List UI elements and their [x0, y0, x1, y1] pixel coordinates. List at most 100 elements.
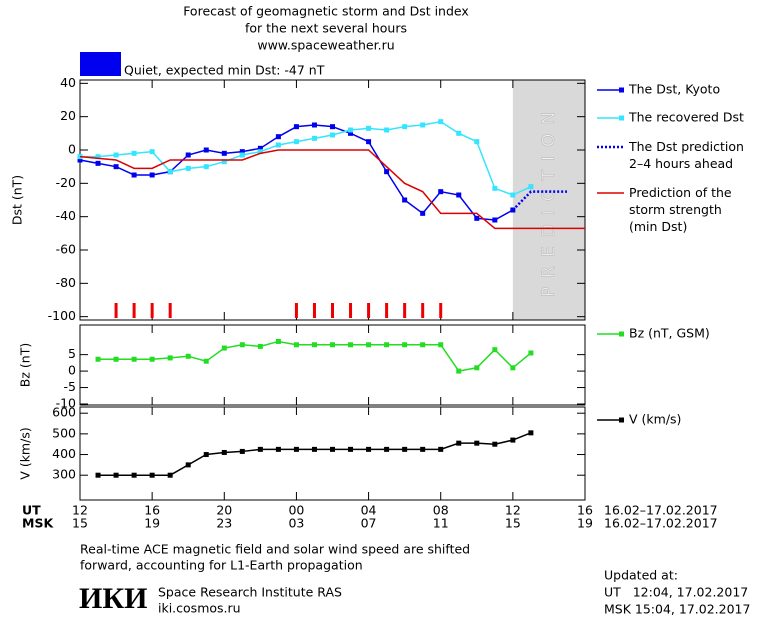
y-tick-label: 5	[68, 346, 76, 361]
data-point	[438, 342, 444, 348]
x-tick-label: 16	[144, 503, 160, 518]
data-point	[492, 185, 498, 191]
updated-ut: UT 12:04, 17.02.2017	[604, 585, 748, 600]
data-point	[330, 132, 335, 138]
data-point	[456, 368, 462, 374]
y-tick-label: -5	[64, 379, 76, 394]
x-tick-label: 12	[72, 503, 88, 518]
data-point	[203, 147, 209, 153]
data-point	[239, 448, 245, 454]
x-tick-label: 19	[577, 516, 593, 531]
x-tick-label: 12	[505, 503, 521, 518]
y-tick-label: -100	[48, 308, 76, 323]
y-tick-label: 40	[60, 75, 76, 90]
data-point	[348, 342, 354, 348]
data-point	[77, 157, 83, 163]
x-tick-label: 04	[361, 503, 377, 518]
y-tick-label: -80	[56, 275, 76, 290]
event-mark	[132, 303, 136, 318]
data-point	[438, 446, 444, 452]
legend-marker	[619, 331, 624, 337]
data-point	[528, 184, 534, 190]
data-point	[366, 125, 372, 131]
data-point	[203, 358, 209, 364]
data-point	[257, 343, 263, 349]
event-mark	[294, 303, 298, 318]
series-line	[98, 432, 532, 476]
data-point	[384, 446, 390, 452]
data-point	[311, 135, 317, 141]
y-tick-label: 500	[52, 425, 76, 440]
data-point	[113, 152, 119, 158]
y-tick-label: -20	[56, 175, 76, 190]
y-tick-label: -10	[56, 396, 76, 411]
legend-marker	[619, 87, 624, 93]
legend-marker	[619, 417, 624, 423]
data-point	[438, 119, 444, 125]
data-point	[366, 342, 372, 348]
data-point	[510, 437, 516, 443]
x-tick-label: 19	[144, 516, 160, 531]
title-line: www.spaceweather.ru	[257, 38, 394, 53]
data-point	[402, 342, 408, 348]
note-line: Real-time ACE magnetic field and solar w…	[80, 542, 470, 557]
data-point	[113, 164, 119, 170]
data-point	[203, 164, 209, 170]
y-tick-label: 300	[52, 467, 76, 482]
status-text: Quiet, expected min Dst: -47 nT	[124, 63, 325, 78]
legend-label: The Dst prediction 2–4 hours ahead	[628, 139, 744, 171]
data-point	[474, 215, 480, 221]
data-point	[257, 145, 263, 151]
x-tick-label: 23	[216, 516, 232, 531]
x-tick-label: 03	[288, 516, 304, 531]
event-mark	[150, 303, 154, 318]
data-point	[131, 356, 137, 362]
date-range: 16.02–17.02.2017	[604, 503, 718, 518]
y-tick-label: 600	[52, 405, 76, 420]
x-tick-label: 15	[72, 516, 88, 531]
data-point	[492, 347, 498, 353]
data-point	[95, 472, 101, 478]
data-point	[420, 342, 426, 348]
data-point	[330, 446, 335, 452]
logo: ИКИ	[79, 582, 147, 615]
data-point	[492, 441, 498, 447]
data-point	[366, 139, 372, 145]
data-point	[113, 472, 119, 478]
data-point	[131, 150, 137, 156]
legend-label: Prediction of the storm strength (min Dst)	[629, 185, 732, 234]
plot-frame	[79, 79, 586, 321]
data-point	[474, 440, 480, 446]
data-point	[239, 152, 245, 158]
data-point	[402, 446, 408, 452]
x-tick-label: 07	[361, 516, 377, 531]
data-point	[420, 446, 426, 452]
data-point	[293, 342, 299, 348]
legend-label: The recovered Dst	[628, 110, 744, 125]
date-range: 16.02–17.02.2017	[604, 516, 718, 531]
status-box	[80, 52, 121, 76]
note-line: forward, accounting for L1-Earth propaga…	[80, 558, 363, 573]
data-point	[221, 449, 227, 455]
legend-label: Bz (nT, GSM)	[629, 326, 710, 341]
data-point	[510, 192, 516, 198]
event-mark	[349, 303, 353, 318]
data-point	[384, 342, 390, 348]
y-tick-label: 20	[60, 108, 76, 123]
data-point	[402, 197, 408, 203]
data-point	[348, 127, 354, 133]
data-point	[311, 446, 317, 452]
legend-marker	[619, 115, 624, 121]
data-point	[474, 365, 480, 371]
event-mark	[421, 303, 425, 318]
x-axis-title: MSK	[22, 516, 54, 531]
data-point	[330, 124, 335, 130]
data-point	[185, 462, 191, 468]
y-tick-label: -60	[56, 242, 76, 257]
event-mark	[367, 303, 371, 318]
event-mark	[403, 303, 407, 318]
event-mark	[331, 303, 334, 318]
x-tick-label: 20	[216, 503, 232, 518]
data-point	[95, 356, 101, 362]
